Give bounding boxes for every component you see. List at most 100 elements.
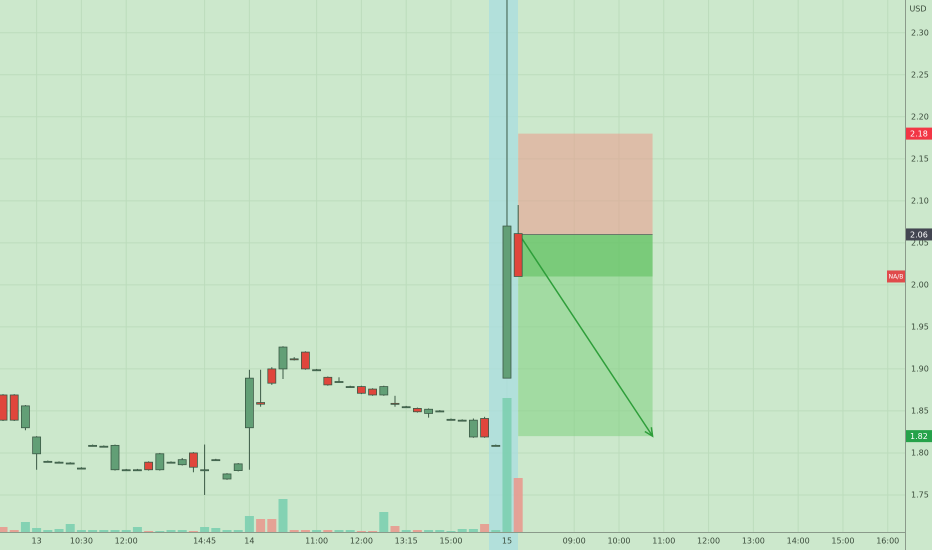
y-tick-label: 1.75 (911, 490, 929, 499)
volume-bar (65, 524, 75, 532)
y-tick-label: 1.90 (911, 364, 929, 373)
volume-bar (244, 516, 254, 532)
candle-body (77, 467, 86, 470)
series-tag (887, 270, 905, 283)
y-tick-label: 1.85 (911, 406, 929, 415)
volume-bar (166, 530, 176, 532)
volume-bar (278, 499, 288, 532)
candle-body (0, 394, 8, 421)
candle-body (200, 469, 210, 472)
open-zone (518, 234, 653, 277)
y-tick-label: 2.15 (911, 154, 929, 163)
y-tick-label: 2.20 (911, 112, 929, 121)
volume-bar (256, 519, 266, 532)
volume-bar (368, 531, 378, 532)
candle-body (390, 402, 400, 405)
price-tag-label: 2.18 (910, 130, 928, 139)
volume-bar (412, 530, 422, 532)
candle-body (9, 394, 19, 421)
volume-bar (188, 531, 198, 532)
x-tick-label: 14:45 (193, 537, 216, 546)
y-tick-label: 2.05 (911, 238, 929, 247)
candle-body (356, 386, 366, 394)
volume-bar (177, 530, 187, 532)
volume-bar (144, 531, 154, 532)
y-tick-label: 1.95 (911, 322, 929, 331)
price-tag (906, 430, 932, 443)
x-tick-label: 11:00 (305, 537, 328, 546)
volume-bar (491, 530, 501, 532)
x-tick-label: 12:00 (115, 537, 138, 546)
volume-bar (121, 530, 131, 532)
y-tick-label: 2.10 (911, 196, 929, 205)
candle-body (513, 233, 523, 277)
x-tick-label: 14:00 (787, 537, 810, 546)
volume-bar (132, 527, 142, 532)
y-tick-label: 2.00 (911, 280, 929, 289)
candle-body (43, 460, 53, 463)
volume (0, 398, 523, 532)
volume-bar (300, 530, 310, 532)
volume-bar (54, 529, 64, 532)
volume-bar (200, 527, 210, 532)
x-tick-label: 10:00 (607, 537, 630, 546)
volume-bar (424, 530, 434, 532)
candle-body (222, 473, 232, 480)
x-tick-label: 10:30 (70, 537, 93, 546)
trend-arrow (520, 237, 654, 437)
candle-body (211, 459, 221, 462)
x-tick-label: 13 (32, 537, 42, 546)
volume-bar (312, 530, 322, 532)
candle-body (334, 381, 344, 383)
x-tick-label: 15:00 (439, 537, 462, 546)
candle-body (435, 410, 445, 413)
candle-body (32, 436, 42, 455)
candle-body (446, 418, 456, 421)
volume-bar (356, 531, 366, 532)
volume-bar (155, 531, 165, 532)
candles (0, 0, 523, 495)
x-tick-label: 12:00 (350, 537, 373, 546)
series-tag-label: NA/B (889, 273, 904, 280)
axes: 1.75 1.80 1.85 1.90 1.95 2.00 2.05 2.10 2.15 2.20… (32, 28, 932, 546)
candle-body (88, 444, 98, 447)
candle-body (166, 461, 176, 464)
price-tag (906, 127, 932, 140)
candle-body (189, 452, 198, 468)
candle-body (323, 376, 333, 386)
candle-body (457, 419, 467, 422)
x-tick-label: 15 (502, 537, 512, 546)
candle-body (99, 445, 109, 448)
candle-body (491, 444, 501, 447)
volume-bar (99, 530, 109, 532)
candle-body (345, 386, 355, 388)
y-tick-label: 1.80 (911, 448, 929, 457)
volume-bar (513, 478, 523, 532)
price-tag-label: 1.82 (910, 432, 928, 441)
candle-body (379, 386, 389, 396)
x-tick-label: 14 (244, 537, 254, 546)
volume-bar (233, 530, 243, 532)
x-tick-label: 11:00 (652, 537, 675, 546)
candle-body (424, 408, 433, 414)
volume-bar (334, 530, 344, 532)
candle-body (144, 461, 154, 471)
volume-bar (110, 530, 120, 532)
candle-body (245, 377, 254, 429)
candle-body (502, 225, 512, 379)
candle-body (300, 351, 310, 370)
price-tag-label: 2.06 (910, 230, 928, 239)
x-tick-label: 09:00 (563, 537, 586, 546)
volume-bar (76, 530, 86, 532)
candle-body (401, 406, 411, 409)
candle-body (312, 369, 321, 372)
candle-body (412, 408, 422, 413)
volume-bar (32, 528, 42, 532)
y-tick-label: 2.25 (911, 70, 929, 79)
candle-body (177, 459, 187, 466)
candle-body (267, 368, 277, 384)
volume-bar (480, 524, 490, 532)
x-tick-label: 15:00 (831, 537, 854, 546)
